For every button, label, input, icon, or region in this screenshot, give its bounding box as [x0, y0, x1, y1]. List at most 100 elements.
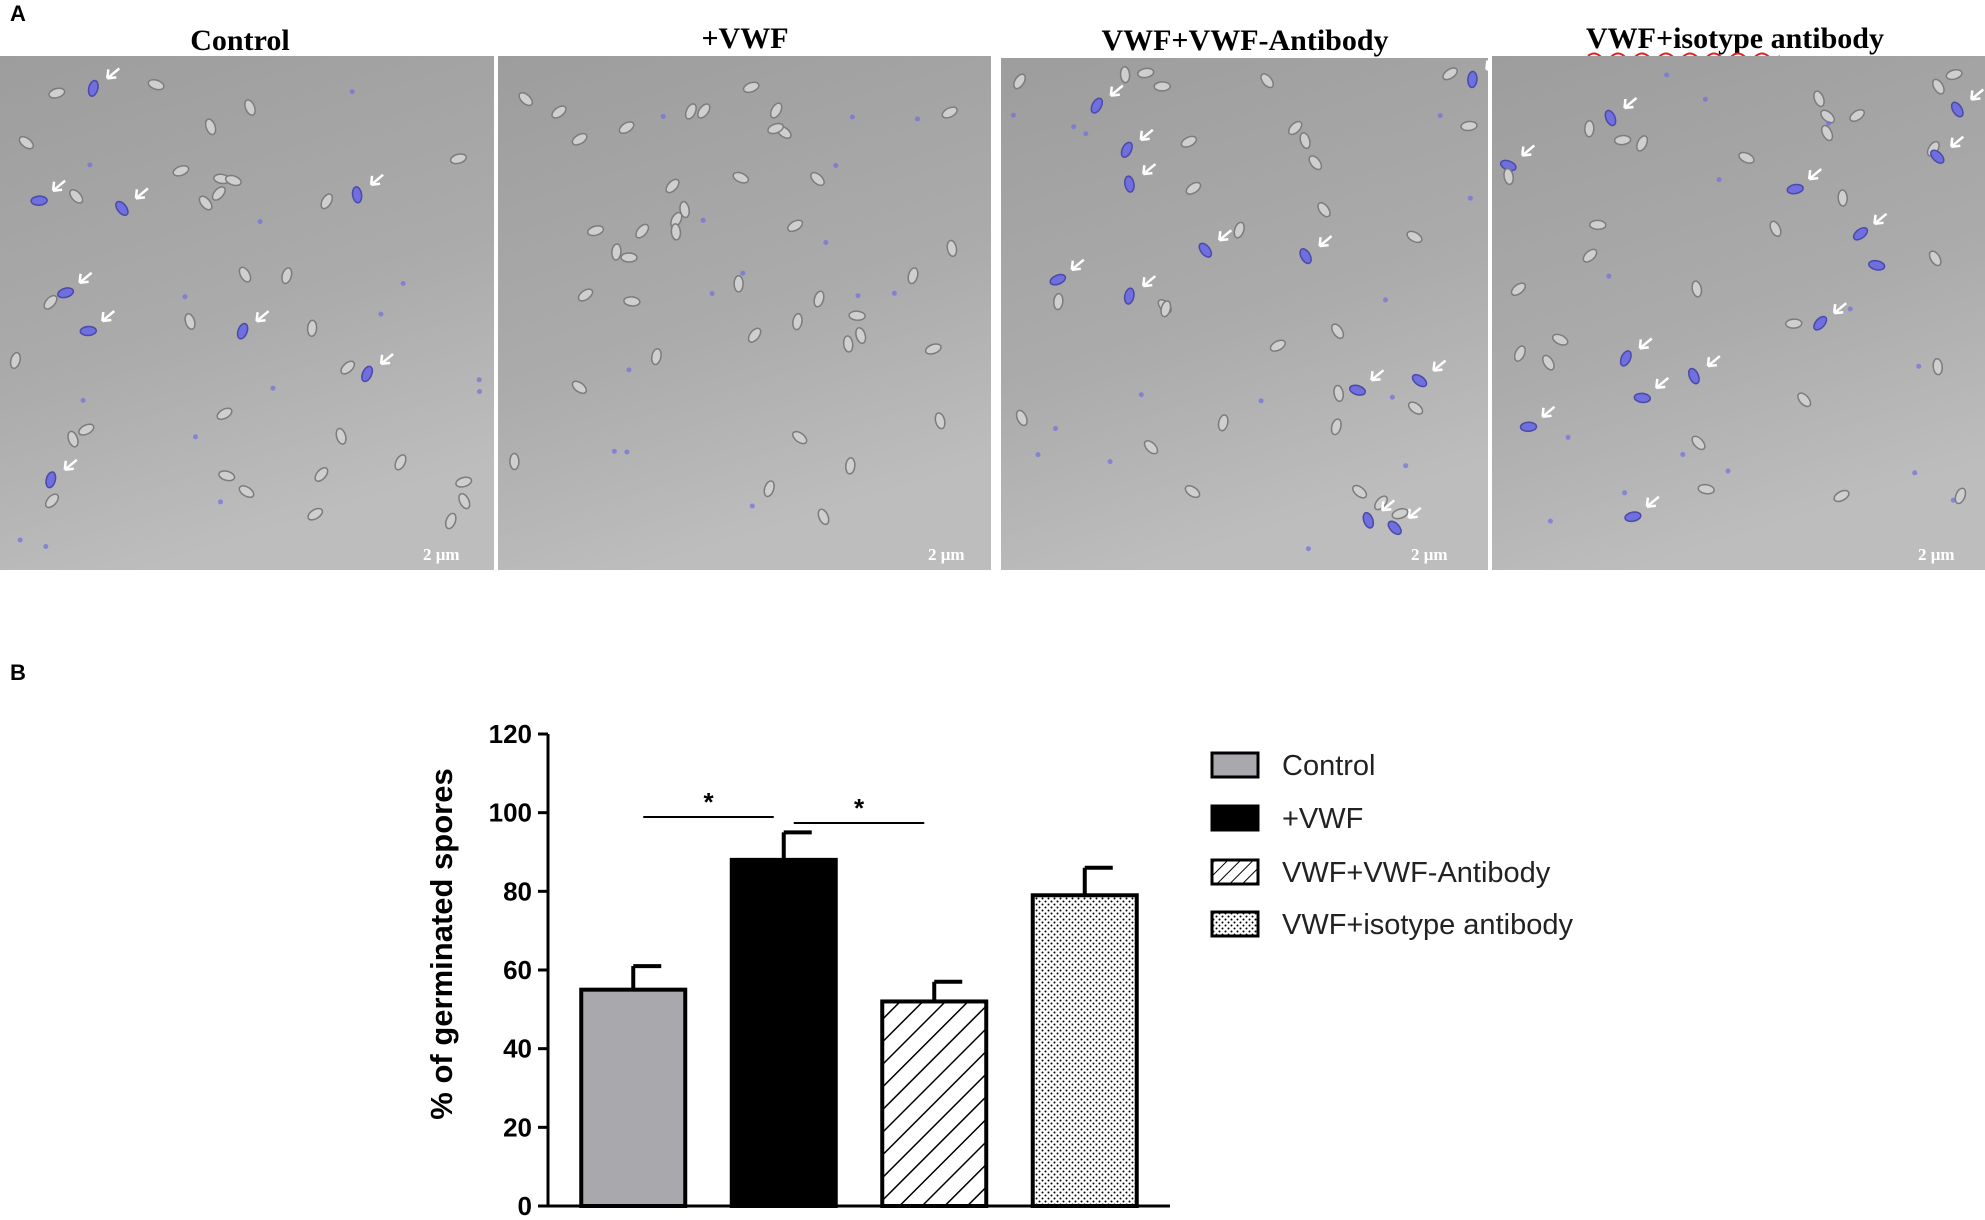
spore-cell	[1820, 109, 1836, 124]
arrow-icon	[1832, 302, 1848, 315]
spore-cell	[78, 423, 95, 436]
spore-cell	[1954, 487, 1967, 505]
y-tick-label: 0	[518, 1191, 532, 1220]
micrograph-title-control: Control	[190, 24, 289, 57]
spore-cell	[9, 351, 21, 370]
arrow-icon	[1381, 499, 1396, 512]
spore-cell	[1153, 81, 1171, 92]
y-tick-label: 120	[489, 719, 532, 749]
spore-cell	[817, 508, 830, 526]
spore-cell	[115, 200, 129, 217]
spore-cell	[1411, 373, 1428, 388]
spore-cell	[455, 476, 473, 488]
spore-cell	[650, 347, 662, 366]
arrow-icon	[101, 310, 116, 323]
stain-dot	[855, 293, 861, 299]
arrow-icon	[1432, 359, 1447, 372]
arrow-icon	[255, 310, 270, 323]
spore-cell	[1513, 345, 1526, 362]
spore-cell	[1269, 339, 1286, 352]
scale-bar-label: 2 μm	[1411, 545, 1448, 564]
spore-cell	[587, 225, 605, 237]
arrow-icon	[1218, 229, 1233, 242]
spore-cell	[281, 267, 293, 285]
stain-dot	[1725, 468, 1731, 474]
micrograph-vwf	[498, 56, 991, 570]
stain-dot	[1565, 434, 1571, 440]
spore-cell	[238, 485, 255, 499]
spore-cell	[244, 99, 256, 116]
spore-cells	[509, 81, 958, 526]
stain-dot	[1622, 490, 1628, 496]
stain-dot	[1950, 497, 1956, 503]
stain-dot	[1916, 363, 1922, 369]
stain-dot	[1702, 96, 1708, 102]
spore-cell	[1928, 250, 1942, 267]
spore-cell	[1090, 97, 1104, 114]
y-axis-label: % of germinated spores	[424, 768, 459, 1119]
y-tick-label: 60	[503, 955, 532, 985]
spore-cell	[684, 103, 697, 120]
micrograph-vwf-antibody	[1001, 58, 1500, 570]
stain-dot	[740, 270, 746, 276]
stain-dot	[1847, 306, 1853, 312]
stain-dot	[1547, 518, 1553, 524]
spore-cell	[618, 121, 635, 135]
arrow-icon	[1521, 144, 1536, 157]
spore-cell	[1769, 220, 1782, 238]
spore-cell	[320, 193, 334, 210]
spore-cell	[792, 430, 808, 445]
stain-dot	[611, 448, 617, 454]
arrow-icon	[1142, 163, 1157, 176]
significance-star: *	[854, 793, 865, 823]
micrograph-title-vwf-antibody: VWF+VWF-Antibody	[1101, 24, 1388, 57]
stain-dot	[891, 290, 897, 296]
spore-cell	[1233, 221, 1245, 239]
spore-cell	[1868, 259, 1886, 271]
spore-cell	[1633, 392, 1652, 404]
spore-cell	[848, 310, 866, 321]
spore-cell	[518, 91, 534, 107]
spore-cell	[1849, 108, 1865, 123]
arrow-icon	[78, 271, 93, 285]
spore-cell	[1813, 315, 1828, 331]
spore-cell	[224, 174, 242, 187]
spore-cell	[1217, 414, 1229, 432]
spore-cell	[733, 275, 744, 293]
spore-cell	[45, 471, 57, 489]
stain-dot	[182, 294, 188, 300]
spore-cell	[1120, 141, 1133, 159]
spore-cell	[855, 326, 867, 345]
spore-cell	[1333, 384, 1344, 403]
spore-cell	[449, 153, 467, 165]
stain-dot	[709, 291, 715, 296]
spore-cell	[1636, 135, 1649, 152]
spore-cell	[1604, 109, 1617, 127]
spore-cell	[172, 165, 190, 177]
spore-cell	[1519, 421, 1538, 433]
spore-cell	[1738, 151, 1755, 164]
stain-dot	[17, 537, 23, 543]
chart-bars	[579, 830, 1139, 1209]
stain-dot	[1606, 273, 1612, 279]
y-tick-label: 40	[503, 1034, 532, 1064]
spore-cell	[1362, 511, 1375, 529]
stain-dot	[1053, 426, 1058, 431]
spore-cell	[1785, 318, 1803, 329]
spore-cell	[747, 327, 762, 343]
arrow-icon	[1655, 376, 1670, 390]
spore-cell	[340, 360, 356, 375]
stain-dot	[476, 377, 482, 383]
stain-dot	[626, 367, 632, 373]
micrograph-control	[0, 56, 494, 570]
spore-cell	[1510, 282, 1527, 297]
spore-cell	[1813, 90, 1825, 108]
spore-cell	[1053, 292, 1064, 311]
spore-cell	[767, 122, 785, 135]
spore-cell	[1330, 418, 1342, 436]
stain-dot	[80, 397, 86, 403]
spore-cell	[335, 427, 347, 445]
spore-cells	[1499, 69, 1985, 524]
spore-cell	[924, 343, 942, 355]
spore-cell	[571, 132, 588, 146]
